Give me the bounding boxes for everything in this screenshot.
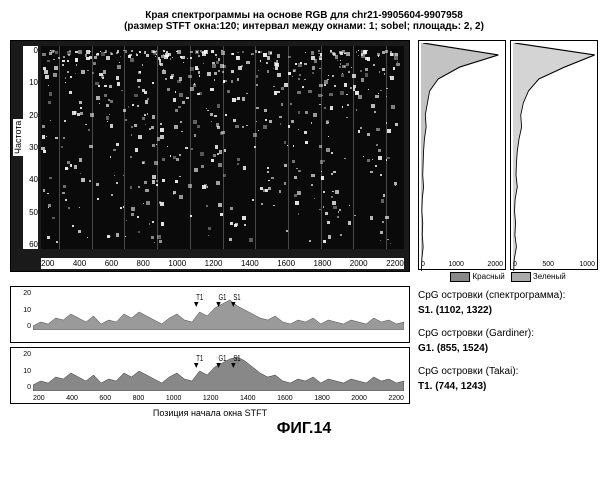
cpg-s1: S1. (1102, 1322) — [418, 303, 598, 318]
xtick: 1600 — [277, 259, 295, 268]
ytick: 0 — [13, 384, 31, 391]
svg-text:G1: G1 — [218, 355, 226, 363]
figure-number: ФИГ.14 — [10, 420, 598, 438]
xtick: 800 — [133, 395, 145, 402]
ytick: 10 — [23, 78, 38, 87]
side-xtick: 1000 — [448, 261, 464, 268]
legend-label: Красный — [470, 272, 504, 281]
xtick: 1400 — [240, 395, 256, 402]
ytick: 20 — [23, 111, 38, 120]
xtick: 2000 — [351, 395, 367, 402]
xtick: 1800 — [314, 259, 332, 268]
xtick: 1800 — [314, 395, 330, 402]
side-xtick: 0 — [513, 261, 517, 268]
ytick: 0 — [23, 46, 38, 55]
title-line-2: (размер STFT окна:120; интервал между ок… — [10, 21, 598, 32]
xtick: 1400 — [241, 259, 259, 268]
ytick: 60 — [23, 240, 38, 249]
svg-text:T1: T1 — [196, 294, 203, 302]
figure-title: Края спектрограммы на основе RGB для chr… — [10, 10, 598, 32]
side-plot-1: 0 500 1000 — [510, 40, 598, 270]
xtick: 200 — [33, 395, 45, 402]
xtick: 2000 — [350, 259, 368, 268]
spectrogram-xlabel: Позиция начала окна STFT — [153, 408, 267, 418]
title-line-1: Края спектрограммы на основе RGB для chr… — [10, 10, 598, 21]
cpg-takai-header: CpG островки (Takai): — [418, 364, 598, 379]
ytick: 0 — [13, 323, 31, 330]
xtick: 1200 — [203, 395, 219, 402]
xtick: 1000 — [166, 395, 182, 402]
xtick: 1200 — [205, 259, 223, 268]
cpg-spec-header: CpG островки (спектрограмма): — [418, 288, 598, 303]
spectrogram-xticks: 200 400 600 800 1000 1200 1400 1600 1800 2000 2200 — [41, 258, 404, 269]
xtick: 600 — [105, 259, 118, 268]
cpg-t1: T1. (744, 1243) — [418, 379, 598, 394]
ytick: 10 — [13, 368, 31, 375]
bottom-plot-0: 20 10 0 T1 G1 S1 — [10, 286, 410, 343]
legend-swatch — [450, 272, 470, 282]
xtick: 400 — [73, 259, 86, 268]
spectrogram-canvas — [41, 46, 404, 249]
spectrogram: Частота 0 10 20 30 40 50 60 200 400 600 800 1000 12… — [10, 40, 410, 272]
side-xtick: 0 — [421, 261, 425, 268]
xtick: 1000 — [168, 259, 186, 268]
side-xtick: 500 — [542, 261, 554, 268]
svg-text:G1: G1 — [218, 294, 226, 302]
ytick: 40 — [23, 175, 38, 184]
ytick: 10 — [13, 307, 31, 314]
xtick: 2200 — [386, 259, 404, 268]
legend-item: Зеленый — [511, 272, 566, 282]
side-plots: 0 1000 2000 0 500 1000 — [418, 40, 598, 270]
svg-text:T1: T1 — [196, 355, 203, 363]
xtick: 200 — [41, 259, 54, 268]
bottom-plots: 20 10 0 T1 G1 S1 20 10 0 T1 G1 S1 200 400 600 800 1000 12… — [10, 286, 410, 404]
legend-item: Красный — [450, 272, 504, 282]
spectrogram-yticks: 0 10 20 30 40 50 60 — [23, 46, 38, 249]
xtick: 2200 — [388, 395, 404, 402]
ytick: 50 — [23, 208, 38, 217]
cpg-info: CpG островки (спектрограмма): S1. (1102,… — [418, 282, 598, 394]
svg-text:S1: S1 — [233, 294, 240, 302]
side-plot-0: 0 1000 2000 — [418, 40, 506, 270]
side-xtick: 2000 — [487, 261, 503, 268]
xtick: 800 — [137, 259, 150, 268]
legend-swatch — [511, 272, 531, 282]
xtick: 600 — [99, 395, 111, 402]
right-column: 0 1000 2000 0 500 1000 Красный Зеленый CpG ос… — [418, 40, 598, 404]
spectrogram-ylabel: Частота — [13, 119, 23, 156]
ytick: 20 — [13, 290, 31, 297]
xtick: 400 — [66, 395, 78, 402]
cpg-g1: G1. (855, 1524) — [418, 341, 598, 356]
bottom-plot-1: 20 10 0 T1 G1 S1 200 400 600 800 1000 1200 1400 1600 1… — [10, 347, 410, 404]
xtick: 1600 — [277, 395, 293, 402]
legend-label: Зеленый — [531, 272, 566, 281]
svg-text:S1: S1 — [233, 355, 240, 363]
ytick: 20 — [13, 351, 31, 358]
side-xtick: 1000 — [579, 261, 595, 268]
cpg-gardiner-header: CpG островки (Gardiner): — [418, 326, 598, 341]
side-legend: Красный Зеленый — [418, 272, 598, 282]
ytick: 30 — [23, 143, 38, 152]
spectrogram-panel: Частота 0102030405060 200400600800100012… — [10, 40, 410, 404]
